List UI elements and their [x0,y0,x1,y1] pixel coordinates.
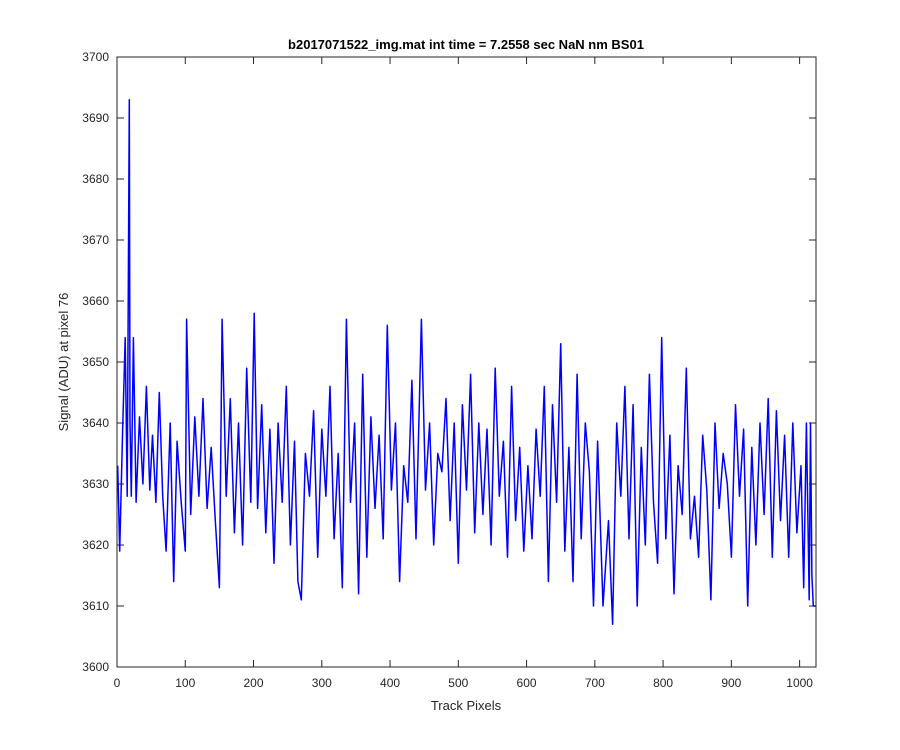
tick-labels: 0 100 200 300 400 500 600 700 800 900 1000 3600 3610… [82,50,813,690]
plot-frame [116,56,817,668]
x-tick-label: 100 [175,676,195,690]
y-tick-label: 3690 [82,111,109,125]
y-tick-label: 3610 [82,599,109,613]
y-tick-label: 3680 [82,172,109,186]
x-tick-label: 900 [721,676,741,690]
y-tick-label: 3620 [82,538,109,552]
chart-title: b2017071522_img.mat int time = 7.2558 se… [288,37,644,52]
x-tick-label: 700 [585,676,605,690]
x-tick-label: 400 [380,676,400,690]
x-tick-label: 500 [448,676,468,690]
series-line [116,98,816,626]
x-axis-label: Track Pixels [431,698,502,713]
y-tick-label: 3650 [82,355,109,369]
x-tick-label: 800 [653,676,673,690]
x-tick-label: 300 [312,676,332,690]
y-tick-label: 3640 [82,416,109,430]
y-tick-label: 3670 [82,233,109,247]
y-tick-label: 3600 [82,660,109,674]
plot-area [117,57,816,667]
x-tick-label: 200 [244,676,264,690]
y-tick-label: 3700 [82,50,109,64]
y-tick-label: 3660 [82,294,109,308]
x-tick-label: 600 [517,676,537,690]
y-axis-label: Signal (ADU) at pixel 76 [56,293,71,432]
x-tick-label: 1000 [786,676,813,690]
x-tick-label: 0 [114,676,121,690]
y-tick-label: 3630 [82,477,109,491]
